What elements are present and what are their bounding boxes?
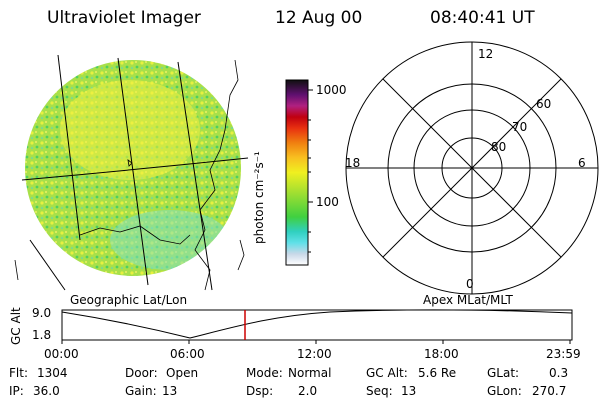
colorbar [285, 79, 313, 266]
status-door-value: Open [166, 366, 199, 380]
status-mode-value: Normal [288, 366, 332, 380]
status-flt-label: Flt: [9, 366, 28, 380]
orbit-xtick: 23:59 [546, 347, 581, 361]
image-time: 08:40:41 UT [430, 8, 535, 28]
geographic-image [14, 54, 249, 291]
orbit-xtick: 06:00 [170, 347, 205, 361]
mlt-label-18: 18 [345, 156, 361, 170]
instrument-title: Ultraviolet Imager [47, 8, 201, 28]
colorbar-tick-1000: 1000 [316, 83, 347, 97]
status-dsp-value: 2.0 [298, 384, 318, 398]
status-gcalt-value: 5.6 Re [418, 366, 457, 380]
status-glat-label: GLat: [487, 366, 520, 380]
status-gain-label: Gain: [125, 384, 157, 398]
orbit-ytick-top: 9.0 [32, 306, 52, 320]
orbit-xtick: 12:00 [297, 347, 332, 361]
colorbar-tick-100: 100 [316, 195, 339, 209]
orbit-altitude-plot [61, 309, 573, 344]
mlat-label-80: 80 [491, 140, 507, 154]
geo-panel-caption: Geographic Lat/Lon [70, 293, 188, 307]
status-gain-value: 13 [162, 384, 178, 398]
status-mode-label: Mode: [246, 366, 283, 380]
colorbar-unit-label: photon cm⁻²s⁻¹ [252, 151, 266, 244]
mlt-label-12: 12 [478, 47, 494, 61]
mlat-label-60: 60 [536, 97, 552, 111]
geo-grid-lines [21, 54, 249, 291]
status-seq-label: Seq: [366, 384, 393, 398]
status-flt-value: 1304 [37, 366, 68, 380]
coastlines [14, 59, 245, 291]
status-door-label: Door: [125, 366, 158, 380]
polar-panel-caption: Apex MLat/MLT [423, 293, 513, 307]
status-seq-value: 13 [401, 384, 417, 398]
status-dsp-label: Dsp: [246, 384, 274, 398]
mlt-label-6: 6 [578, 156, 586, 170]
status-gcalt-label: GC Alt: [366, 366, 408, 380]
status-ip-value: 36.0 [33, 384, 60, 398]
orbit-ylabel: GC Alt [9, 307, 23, 345]
mlt-label-0: 0 [466, 277, 474, 291]
status-glon-label: GLon: [487, 384, 522, 398]
orbit-xtick: 00:00 [44, 347, 79, 361]
orbit-xtick: 18:00 [424, 347, 459, 361]
mlat-label-70: 70 [512, 120, 528, 134]
orbit-ytick-bottom: 1.8 [32, 328, 52, 342]
polar-plot [345, 41, 599, 295]
status-glon-value: 270.7 [532, 384, 567, 398]
status-ip-label: IP: [9, 384, 24, 398]
status-glat-value: 0.3 [549, 366, 569, 380]
image-date: 12 Aug 00 [275, 8, 363, 28]
